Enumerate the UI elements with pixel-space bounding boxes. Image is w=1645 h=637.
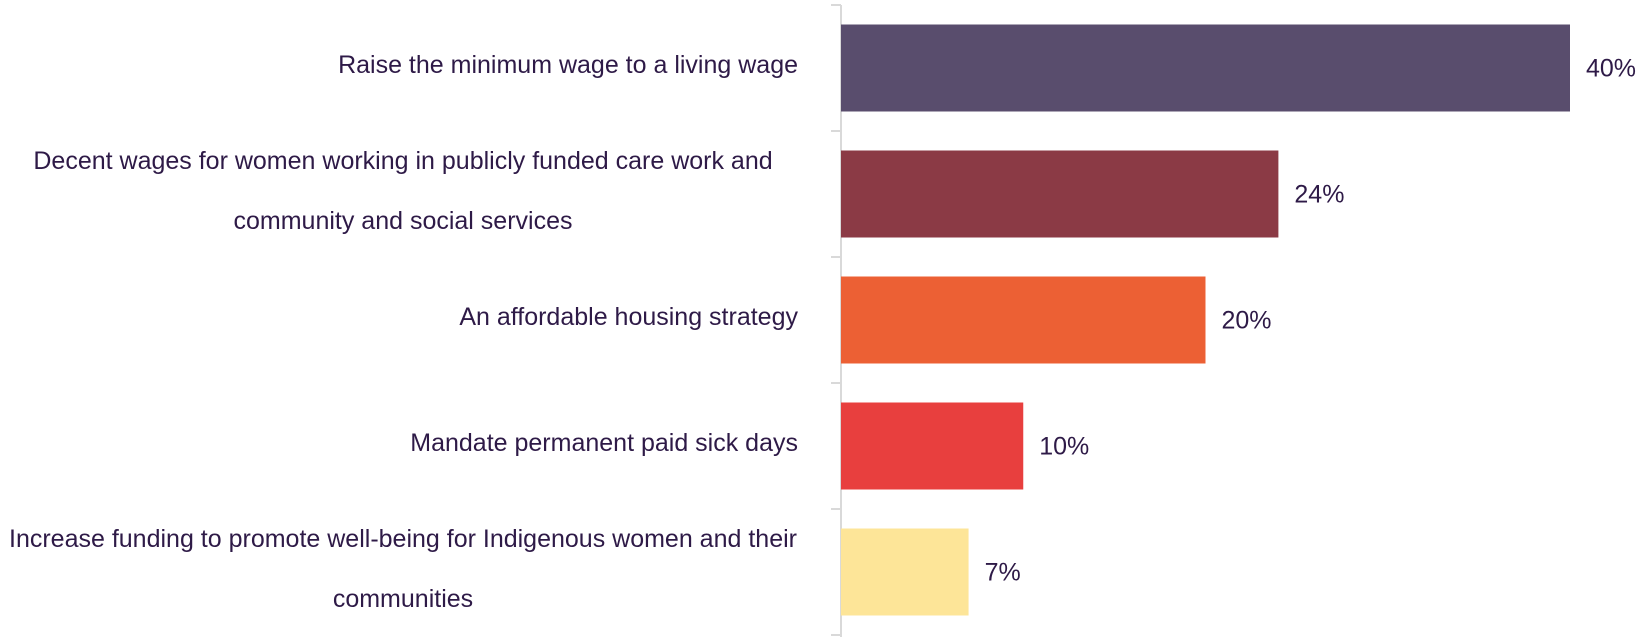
category-label: Mandate permanent paid sick days bbox=[410, 429, 798, 457]
category-label: Increase funding to promote well-being f… bbox=[9, 525, 797, 613]
value-label: 10% bbox=[1039, 433, 1089, 461]
bar bbox=[841, 150, 1279, 238]
category-label: Raise the minimum wage to a living wage bbox=[338, 51, 798, 79]
value-label: 20% bbox=[1222, 307, 1272, 335]
bar bbox=[841, 276, 1206, 364]
bar bbox=[841, 402, 1024, 490]
value-label: 7% bbox=[985, 559, 1021, 587]
category-label: An affordable housing strategy bbox=[459, 303, 798, 331]
value-label: 40% bbox=[1586, 55, 1636, 83]
value-label: 24% bbox=[1294, 181, 1344, 209]
bar bbox=[841, 528, 969, 616]
bar bbox=[841, 24, 1570, 112]
category-label: Decent wages for women working in public… bbox=[33, 147, 773, 235]
